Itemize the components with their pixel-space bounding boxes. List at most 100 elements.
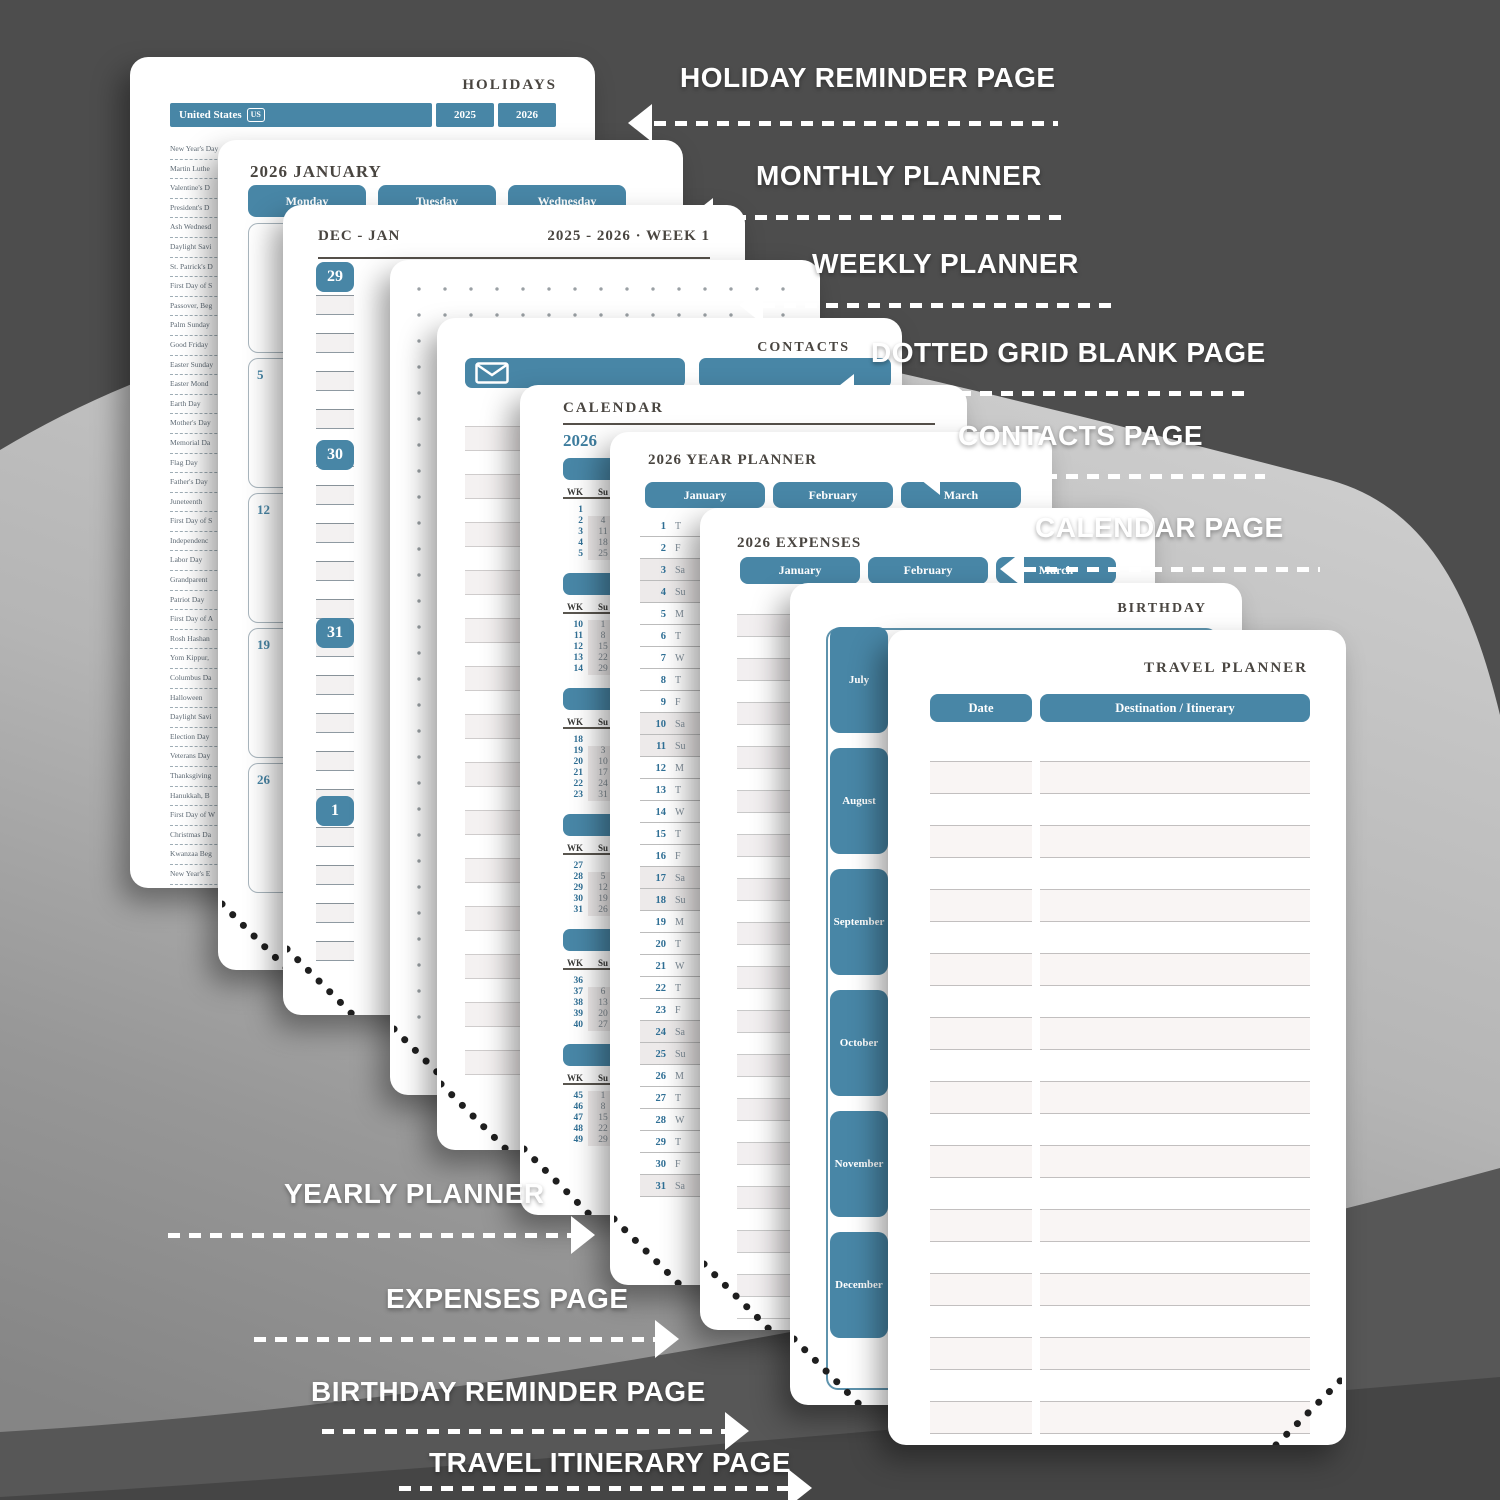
sunday-date: 29 [588,1135,618,1146]
week-number: 46 [573,1102,584,1112]
day-number: 3 [660,565,666,576]
day-number: 4 [660,587,666,598]
holiday-row: Christmas Da [170,826,232,846]
calendar-week-row: 11 8 [563,628,713,642]
weekday-letter: Sa [675,1181,685,1192]
week-start-date: 26 [257,772,270,787]
day-number: 30 [655,1159,667,1170]
corner-dots-decoration [1272,1375,1342,1445]
sunday-header: Su [597,843,608,853]
country-name: United States [179,109,242,121]
sunday-date: 6 [588,987,618,998]
calendar-week-row: 40 27 [563,1017,713,1031]
birthday-month-tabs: July August September October November Decemb… [830,627,888,1353]
travel-row [930,730,1310,762]
week-number: 21 [573,768,584,778]
calendar-week-row: 37 6 [563,984,713,998]
weekly-rule [318,257,710,259]
sunday-date: 26 [588,905,618,916]
calendar-week-row: 4 18 [563,535,713,549]
sunday-date: 15 [588,1113,618,1124]
week-number: 5 [578,549,583,559]
birthday-title: BIRTHDAY [1117,601,1207,616]
weekday-letter: W [675,961,685,972]
week-number: 45 [573,1091,584,1101]
arrowhead-right-icon [725,1412,749,1450]
weekday-letter: Sa [675,565,685,576]
calendar-week-row: 23 31 [563,787,713,801]
week-number: 1 [578,505,583,515]
calendar-week-row: 14 29 [563,661,713,675]
holiday-row: Hanukkah, B [170,787,232,807]
month-tab: March [901,482,1021,508]
travel-row [930,922,1310,954]
corner-dots-decoration [524,1145,594,1215]
week-number: 29 [573,883,584,893]
travel-row [930,1146,1310,1178]
weekday-letter: T [675,675,682,686]
day-number: 8 [660,675,666,686]
calendar-week-row: 10 1 [563,617,713,631]
sunday-date: 1 [588,1091,618,1102]
week-start-date: 12 [257,502,270,517]
weekday-letter: M [675,917,684,928]
day-number: 2 [660,543,666,554]
holiday-row: President's D [170,199,232,219]
sunday-date: 10 [588,757,618,768]
sunday-date: 25 [588,549,618,560]
arrow-line-monthly [713,215,1070,220]
day-number: 18 [655,895,667,906]
week-number: 28 [573,872,584,882]
arrowhead-left-icon [1000,550,1024,588]
day-number: 12 [655,763,667,774]
calendar-week-row: 29 12 [563,880,713,894]
arrowhead-right-icon [655,1320,679,1358]
country-code-badge: US [246,108,265,122]
weekly-date-chips: 29 30 31 1 [316,262,354,974]
week-number: 40 [573,1020,584,1030]
month-tab: February [868,557,988,584]
weekday-letter: Su [675,895,686,906]
holiday-row: Ash Wednesd [170,218,232,238]
arrow-line-dotted [854,391,1250,396]
week-number: 19 [573,746,584,756]
holiday-row: Grandparent [170,571,232,591]
week-number: 14 [573,664,584,674]
weekday-letter: M [675,1071,684,1082]
arrowhead-left-icon [830,374,854,412]
week-number: 4 [578,538,583,548]
month-tab: October [830,990,888,1096]
weekday-letter: Sa [675,873,685,884]
calendar-week-row: 3 11 [563,524,713,538]
week-number: 12 [573,642,584,652]
calendar-week-row: 45 1 [563,1088,713,1102]
label-travel-page: TRAVEL ITINERARY PAGE [429,1447,792,1478]
wk-header: WK [566,717,583,727]
calendar-week-row: 5 25 [563,546,713,560]
month-tab: February [773,482,893,508]
holiday-row: New Year's Day [170,140,232,160]
sunday-date: 1 [588,620,618,631]
holiday-row: Martin Luthe [170,160,232,180]
day-number: 17 [655,873,667,884]
travel-row [930,1050,1310,1082]
day-number: 9 [660,697,666,708]
day-number: 22 [655,983,667,994]
week-number: 3 [578,527,583,537]
weekday-letter: T [675,1137,682,1148]
week-number: 11 [574,631,583,641]
arrowhead-right-icon [788,1469,812,1500]
label-dotted-grid-page: DOTTED GRID BLANK PAGE [871,337,1266,368]
arrowhead-left-icon [689,198,713,236]
weekday-letter: T [675,521,682,532]
weekly-range-title: DEC - JAN [318,228,401,244]
month-tab: December [830,1232,888,1338]
arrow-line-weekly [763,303,1112,308]
weekday-letter: T [675,631,682,642]
weekday-letter: T [675,1093,682,1104]
arrow-line-travel [399,1486,788,1491]
arrowhead-left-icon [628,104,652,142]
day-number: 26 [655,1071,667,1082]
corner-dots-decoration [614,1215,684,1285]
sunday-date: 11 [588,527,618,538]
